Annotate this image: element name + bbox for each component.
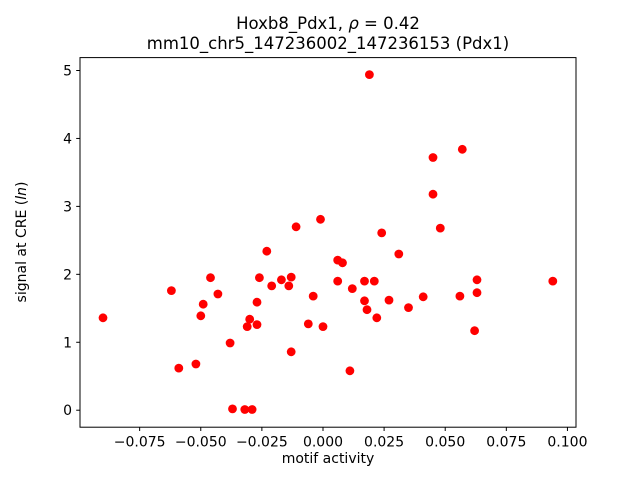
data-point [347, 284, 357, 293]
data-point [303, 319, 313, 329]
data-point [213, 289, 223, 299]
data-point [308, 291, 318, 301]
data-point [284, 281, 294, 291]
data-point [360, 276, 369, 286]
data-point [191, 359, 201, 369]
data-point [245, 314, 255, 324]
data-point [333, 276, 343, 286]
y-tick-label: 1 [63, 335, 72, 351]
data-point [470, 326, 479, 336]
data-point [455, 291, 465, 301]
data-point [404, 303, 413, 312]
data-point [286, 272, 296, 282]
x-tick-label: −0.075 [114, 435, 166, 451]
data-point [384, 295, 394, 305]
data-point [267, 281, 277, 291]
data-points [98, 70, 558, 414]
x-tick-label: 0.050 [425, 435, 465, 451]
data-point [338, 258, 347, 268]
x-tick-label: 0.025 [364, 435, 404, 451]
data-point [394, 249, 404, 259]
data-point [242, 322, 252, 331]
y-tick-label: 2 [63, 267, 72, 283]
x-axis-label: motif activity [282, 451, 375, 467]
data-point [377, 228, 387, 238]
data-point [457, 144, 467, 154]
data-point [262, 246, 272, 256]
plot-area [79, 57, 577, 428]
data-point [365, 70, 374, 79]
data-point [198, 299, 208, 309]
data-point [435, 223, 445, 233]
title-line-1: Hoxb8_Pdx1, ρ = 0.42 [236, 14, 420, 34]
data-point [167, 286, 176, 295]
data-point [418, 292, 428, 302]
data-point [548, 276, 558, 286]
data-point [206, 273, 215, 283]
data-point [372, 313, 382, 323]
x-tick-label: 0.000 [303, 435, 343, 451]
data-point [362, 305, 372, 315]
data-point [360, 296, 369, 306]
data-point [316, 214, 325, 224]
x-tick-label: −0.025 [236, 435, 288, 451]
data-point [428, 153, 438, 162]
data-point [277, 275, 286, 285]
x-tick-label: 0.100 [547, 435, 587, 451]
data-point [240, 405, 250, 414]
data-point [345, 366, 355, 376]
data-point [255, 273, 264, 283]
data-point [318, 322, 328, 331]
data-point [247, 405, 257, 414]
data-point [252, 320, 262, 329]
data-point [228, 404, 237, 414]
data-point [196, 311, 206, 321]
title-line-2: mm10_chr5_147236002_147236153 (Pdx1) [147, 34, 509, 54]
data-point [428, 189, 438, 199]
data-point [225, 338, 235, 348]
x-axis-ticks: −0.075 −0.050 −0.025 0.000 0.025 0.050 0.075 0.… [114, 427, 587, 451]
data-point [472, 288, 482, 298]
data-point [252, 297, 262, 307]
x-tick-label: −0.050 [175, 435, 227, 451]
chart-title: Hoxb8_Pdx1, ρ = 0.42 mm10_chr5_147236002… [147, 14, 509, 54]
data-point [98, 313, 108, 323]
x-tick-label: 0.075 [486, 435, 526, 451]
y-tick-label: 3 [63, 199, 72, 215]
y-tick-label: 0 [63, 403, 72, 419]
data-point [369, 276, 379, 286]
data-point [174, 363, 184, 373]
data-point [286, 347, 296, 357]
y-axis-ticks: 0 1 2 3 4 5 [63, 64, 80, 419]
y-axis-label: signal at CRE (ln) [14, 182, 30, 303]
data-point [291, 222, 301, 232]
data-point [472, 275, 482, 285]
rho-symbol: ρ [348, 14, 359, 33]
y-tick-label: 5 [63, 64, 72, 80]
y-tick-label: 4 [63, 131, 72, 147]
